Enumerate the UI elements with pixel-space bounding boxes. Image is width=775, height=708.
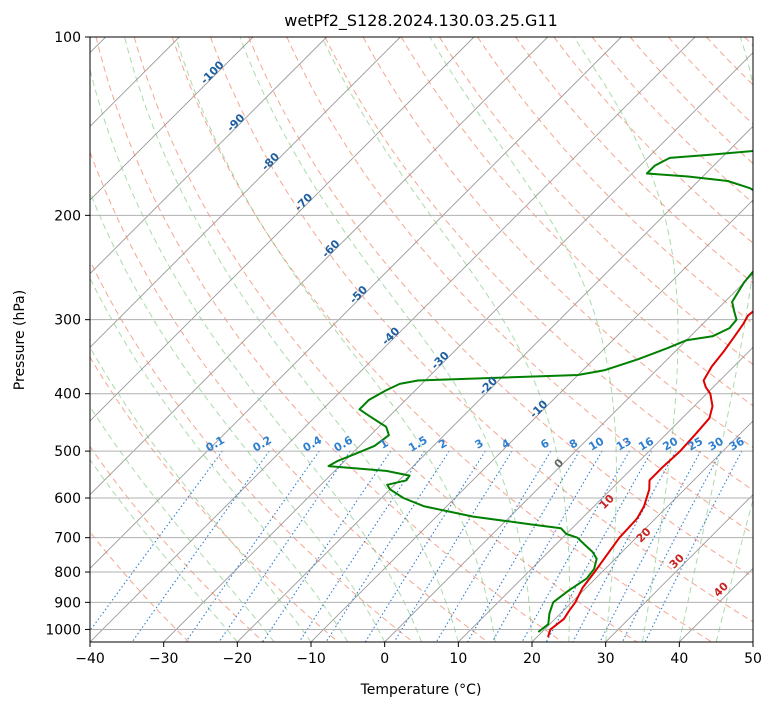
mixing-ratio-line bbox=[218, 450, 351, 642]
dry-adiabat-line bbox=[95, 37, 563, 642]
y-tick-label: 300 bbox=[54, 313, 81, 329]
mixing-ratio-line bbox=[521, 450, 630, 642]
isotherm-line bbox=[90, 37, 254, 201]
mixing-ratio-line bbox=[621, 450, 722, 642]
dry-adiabat-line bbox=[591, 37, 753, 204]
dry-adiabat-line bbox=[133, 37, 638, 642]
moist-adiabat-line bbox=[175, 37, 496, 642]
moist-adiabat-line bbox=[678, 37, 753, 642]
moist-adiabat-line bbox=[90, 405, 275, 642]
moist-adiabat-line bbox=[90, 277, 349, 642]
mixing-ratio-line bbox=[131, 450, 270, 642]
moist-adiabat-line bbox=[429, 37, 617, 642]
dewpoint-line bbox=[327, 149, 753, 633]
mixing-ratio-line bbox=[364, 450, 486, 642]
y-tick-label: 400 bbox=[54, 387, 81, 403]
dry-adiabat-line bbox=[362, 37, 753, 449]
mixing-ratio-line bbox=[545, 450, 653, 642]
isotherm-line bbox=[90, 37, 548, 496]
mixing-ratio-line bbox=[491, 450, 603, 642]
isotherm-line bbox=[90, 37, 401, 348]
y-tick-label: 1000 bbox=[45, 622, 81, 638]
isotherm-line bbox=[237, 125, 753, 642]
x-tick-label: −30 bbox=[149, 651, 179, 667]
dry-adiabat-line bbox=[210, 37, 753, 623]
y-tick-label: 200 bbox=[54, 208, 81, 224]
sounding-series bbox=[327, 149, 753, 638]
x-tick-label: 0 bbox=[380, 651, 389, 667]
x-tick-label: −40 bbox=[75, 651, 105, 667]
x-axis-title: Temperature (°C) bbox=[360, 682, 482, 698]
isotherm-line bbox=[458, 346, 753, 642]
x-tick-label: −20 bbox=[223, 651, 253, 667]
y-tick-label: 500 bbox=[54, 444, 81, 460]
mixing-ratio-line bbox=[185, 450, 320, 642]
mixing-ratio-line bbox=[435, 450, 552, 642]
y-axis-title: Pressure (hPa) bbox=[12, 290, 28, 390]
isotherm-line bbox=[90, 37, 622, 569]
temperature-line bbox=[547, 310, 753, 638]
y-tick-label: 900 bbox=[54, 595, 81, 611]
moist-adiabat-line bbox=[573, 37, 679, 642]
dry-adiabat-line bbox=[171, 37, 712, 642]
x-tick-label: 30 bbox=[597, 651, 615, 667]
moist-adiabat-line bbox=[321, 37, 571, 642]
dry-adiabat-line bbox=[90, 356, 339, 642]
isotherm-line bbox=[163, 52, 753, 642]
mixing-ratio-line bbox=[393, 450, 513, 642]
y-tick-label: 100 bbox=[54, 30, 81, 46]
y-axis: 1000 900 800 700 600 500 400 300 200 100 bbox=[45, 30, 90, 638]
plot-frame bbox=[89, 36, 754, 643]
background-lines bbox=[90, 37, 753, 642]
isotherm-line bbox=[605, 494, 753, 642]
mixing-ratio-line bbox=[467, 450, 580, 642]
moist-adiabat-line bbox=[90, 190, 386, 642]
moist-adiabat-line bbox=[715, 498, 753, 642]
dry-adiabat-line bbox=[553, 37, 753, 244]
mixing-ratio-line bbox=[599, 450, 701, 642]
pressure-grid bbox=[90, 37, 753, 630]
dry-adiabat-line bbox=[400, 37, 753, 407]
dry-adiabat-line bbox=[438, 37, 753, 366]
x-tick-label: 40 bbox=[670, 651, 688, 667]
moist-adiabat-line bbox=[124, 37, 459, 642]
y-tick-label: 600 bbox=[54, 491, 81, 507]
isotherm-line bbox=[90, 37, 327, 275]
moist-adiabat-line bbox=[239, 37, 533, 642]
moist-adiabat-line bbox=[90, 458, 238, 642]
x-tick-label: −10 bbox=[296, 651, 326, 667]
x-tick-label: 20 bbox=[523, 651, 541, 667]
x-tick-label: 10 bbox=[449, 651, 467, 667]
x-tick-label: 50 bbox=[744, 651, 762, 667]
y-tick-label: 800 bbox=[54, 565, 81, 581]
x-axis: −40 −30 −20 −10 0 10 20 30 40 50 bbox=[75, 642, 762, 667]
y-tick-label: 700 bbox=[54, 531, 81, 547]
dry-adiabat-line bbox=[90, 259, 414, 642]
isotherm-line bbox=[90, 37, 475, 422]
dry-adiabat-line bbox=[286, 37, 753, 534]
moist-adiabat-line bbox=[90, 67, 422, 642]
isotherm-line bbox=[531, 420, 753, 642]
dry-adiabat-line bbox=[248, 37, 753, 578]
mixing-ratio-line bbox=[572, 450, 677, 642]
dry-adiabat-line bbox=[324, 37, 753, 491]
chart-title: wetPf2_S128.2024.130.03.25.G11 bbox=[284, 11, 558, 31]
dry-adiabat-line bbox=[90, 445, 264, 642]
moist-adiabat-line bbox=[90, 346, 312, 642]
